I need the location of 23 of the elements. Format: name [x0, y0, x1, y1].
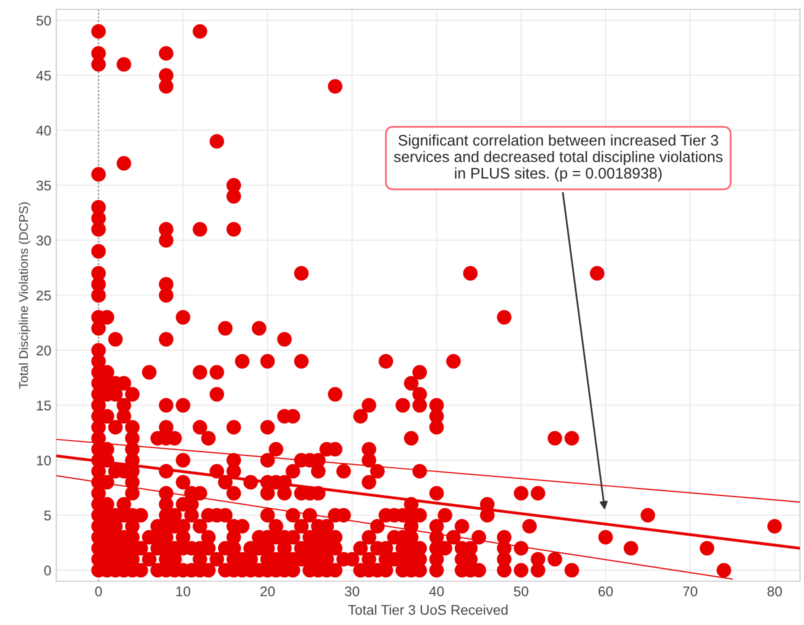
annotation: Significant correlation between increased Tier 3 services and decreased total discipline violations in PLUS sites. (p = 0.0018938) [394, 134, 722, 182]
y-tick-label: 5 [44, 510, 51, 520]
x-tick-label: 0 [95, 586, 102, 596]
y-tick-label: 25 [36, 290, 51, 300]
y-tick-label: 20 [36, 346, 51, 356]
x-tick-label: 10 [176, 586, 190, 596]
x-tick-label: 60 [598, 586, 613, 596]
y-axis-title: Total Discipline Violations (DCPS) [18, 202, 30, 389]
x-tick-label: 50 [514, 586, 528, 596]
y-tick-label: 0 [44, 566, 51, 576]
x-tick-label: 70 [683, 586, 698, 596]
y-tick-label: 30 [36, 236, 51, 246]
y-tick-label: 15 [37, 400, 51, 410]
x-tick-label: 80 [768, 586, 782, 596]
y-tick-label: 50 [36, 16, 51, 26]
y-tick-label: 40 [36, 126, 51, 136]
x-tick-label: 20 [260, 586, 275, 596]
y-tick-label: 35 [36, 180, 51, 191]
y-tick-label: 45 [36, 70, 51, 81]
y-tick-label: 10 [37, 456, 51, 466]
x-tick-label: 40 [429, 586, 444, 596]
x-axis-title: Total Tier 3 UoS Received [348, 604, 508, 615]
x-tick-label: 30 [344, 586, 360, 596]
